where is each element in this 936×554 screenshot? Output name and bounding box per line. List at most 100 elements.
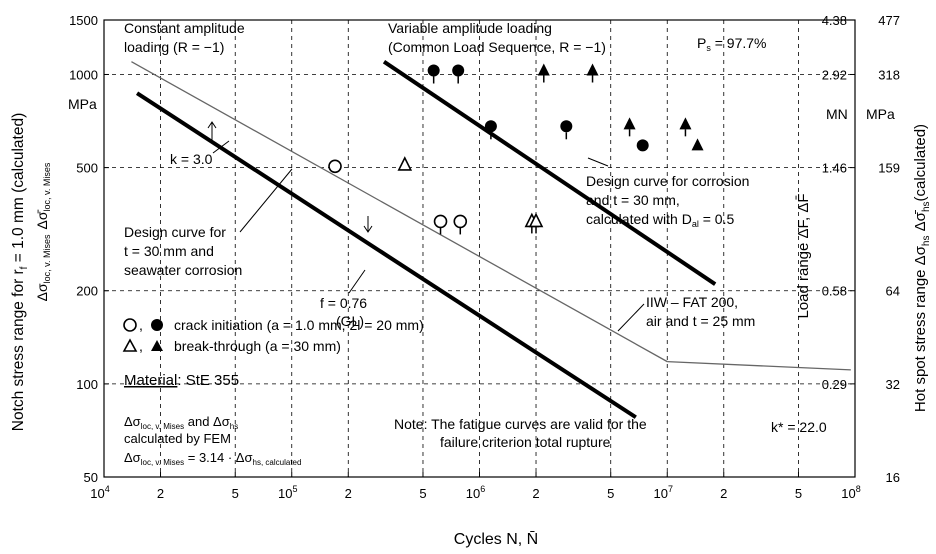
y-tick-label: 500	[76, 161, 98, 176]
y-right-load-unit: MN	[826, 106, 848, 122]
f-factor-label: f = 0.76	[320, 295, 367, 311]
fem-label-3a: Δσ	[124, 450, 141, 465]
data-markers	[328, 63, 704, 235]
y-left-title-sub: f	[19, 266, 30, 269]
fem-label-1b: and Δσ	[184, 414, 230, 429]
initiation-var-marker	[636, 139, 649, 152]
x-tick-exponent: 4	[105, 484, 110, 494]
y-left-unit: MPa	[68, 96, 97, 112]
grid	[104, 20, 855, 477]
legend-initiation-label: crack initiation (a = 1.0 mm, 2l = 20 mm…	[174, 317, 424, 333]
x-tick-label: 108	[841, 484, 860, 501]
design-seawater-leader	[239, 168, 293, 233]
legend-filled-triangle	[151, 340, 163, 351]
iiw-fat200-curve	[667, 360, 851, 371]
slope-arrow	[207, 121, 217, 140]
x-tick-base: 10	[466, 486, 480, 501]
svg-text:Δσloc, v. Mises = 3.14 · Δσhs,: Δσloc, v. Mises = 3.14 · Δσhs, calculate…	[124, 450, 301, 467]
note-label-1: Note: The fatigue curves are valid for t…	[394, 416, 647, 432]
y-right-hs-tick-label: 318	[878, 67, 900, 82]
y-right-hs-title: Hot spot stress range Δσhs Δσ̄hs(calcula…	[912, 124, 932, 412]
svg-text:Δσloc, v. Mises and Δσhs: Δσloc, v. Mises and Δσhs	[124, 414, 238, 431]
x-tick-label: 107	[654, 484, 673, 501]
fem-label-3b: = 3.14 · Δσ	[184, 450, 252, 465]
x-tick-base: 10	[841, 486, 855, 501]
x-tick-exponent: 7	[668, 484, 673, 494]
legend-separator-1: ,	[139, 317, 143, 333]
design-curve-variable	[382, 60, 717, 286]
breakthrough-cal-marker	[397, 156, 413, 171]
x-tick-exponent: 6	[480, 484, 485, 494]
constant-amplitude-label-2: loading (R = −1)	[124, 39, 224, 55]
x-tick-exponent: 8	[856, 484, 861, 494]
design-corrosion-label-3-tail: = 0.5	[699, 211, 735, 227]
y-right-load-tick-label: 1.46	[822, 161, 847, 176]
y-left-title2-bar-sub: loc, v. Mises	[42, 162, 52, 211]
design-seawater-label-3: seawater corrosion	[124, 262, 242, 278]
design-corrosion-leader	[587, 157, 609, 167]
initiation-var-marker	[560, 120, 573, 133]
y-right-load-title: Load range ΔF, ΔF̄	[795, 193, 812, 318]
f-factor-leader	[348, 269, 366, 294]
y-left-title2-text: Δσ	[34, 283, 50, 301]
y-left-title2-sub: loc, v. Mises	[42, 234, 52, 283]
breakthrough-var-marker	[623, 117, 636, 130]
breakthrough-var-marker	[586, 63, 599, 76]
variable-amplitude-label-2: (Common Load Sequence, R = −1)	[388, 39, 606, 55]
ps-label: P	[697, 35, 706, 51]
y-right-hs-tick-label: 477	[878, 13, 900, 28]
curves	[131, 60, 851, 419]
svg-text:Δσloc, v. MisesΔσ̄loc, v. Mise: Δσloc, v. MisesΔσ̄loc, v. Mises	[34, 162, 52, 301]
x-tick-label: 5	[607, 486, 614, 501]
y-tick-label: 100	[76, 377, 98, 392]
y-left-title2-bar: Δσ̄	[34, 210, 50, 230]
initiation-cal-marker	[453, 214, 468, 229]
svg-text:Material: StE 355: Material: StE 355	[124, 372, 239, 389]
legend-filled-circle	[151, 319, 163, 331]
material-label: Material	[124, 372, 177, 389]
y-right-hs-tick-label: 16	[886, 470, 900, 485]
x-tick-label: 2	[345, 486, 352, 501]
y-left-title-tail: = 1.0 mm (calculated)	[10, 113, 27, 267]
f-arrow	[363, 216, 373, 233]
y-right-load-tick-label: 0.58	[822, 284, 847, 299]
legend-open-triangle	[122, 338, 138, 352]
y-left-title-2: Δσloc, v. MisesΔσ̄loc, v. Mises	[34, 162, 52, 301]
breakthrough-var-marker	[691, 138, 704, 151]
iiw-label-2: air and t = 25 mm	[646, 313, 755, 329]
y-right-load-title-text: Load range ΔF, ΔF̄	[795, 193, 812, 318]
y-right-hs-unit: MPa	[866, 106, 895, 122]
x-tick-label: 5	[795, 486, 802, 501]
breakthrough-var-marker	[537, 63, 550, 76]
legend-separator-2: ,	[139, 338, 143, 354]
design-corrosion-label-3-sub: al	[692, 219, 699, 229]
y-right-hs-title-tail: (calculated)	[912, 124, 929, 202]
fem-label-1b-sub: hs	[230, 422, 238, 431]
design-corrosion-label-3: calculated with D	[586, 211, 692, 227]
breakthrough-cal-marker	[528, 212, 544, 228]
breakthrough-var-marker	[679, 117, 692, 130]
x-tick-exponent: 5	[292, 484, 297, 494]
y-right-hs-tick-label: 64	[886, 284, 900, 299]
y-right-hs-title-bar-sub: hs	[921, 201, 932, 212]
iiw-label-1: IIW – FAT 200,	[646, 294, 738, 310]
legend: , crack initiation (a = 1.0 mm, 2l = 20 …	[122, 317, 424, 354]
x-tick-label: 2	[157, 486, 164, 501]
initiation-cal-marker	[328, 159, 342, 174]
x-tick-label: 104	[90, 484, 109, 501]
x-tick-base: 10	[654, 486, 668, 501]
k-slope-leader	[212, 140, 230, 154]
y-right-hs-title-sub: hs	[921, 235, 932, 246]
legend-breakthrough-label: break-through (a = 30 mm)	[174, 338, 341, 354]
x-tick-label: 5	[232, 486, 239, 501]
y-right-load-tick-label: 0.29	[822, 377, 847, 392]
fem-label-1a: Δσ	[124, 414, 141, 429]
fem-label-1a-sub: loc, v. Mises	[141, 422, 184, 431]
svg-text:Notch stress range for rf = 1.: Notch stress range for rf = 1.0 mm (calc…	[10, 113, 30, 432]
x-axis-title: Cycles N, N̄	[454, 531, 538, 548]
y-tick-label: 50	[84, 470, 98, 485]
fem-label-2: calculated by FEM	[124, 431, 231, 446]
fem-label-3a-sub: loc, v. Mises	[141, 458, 184, 467]
